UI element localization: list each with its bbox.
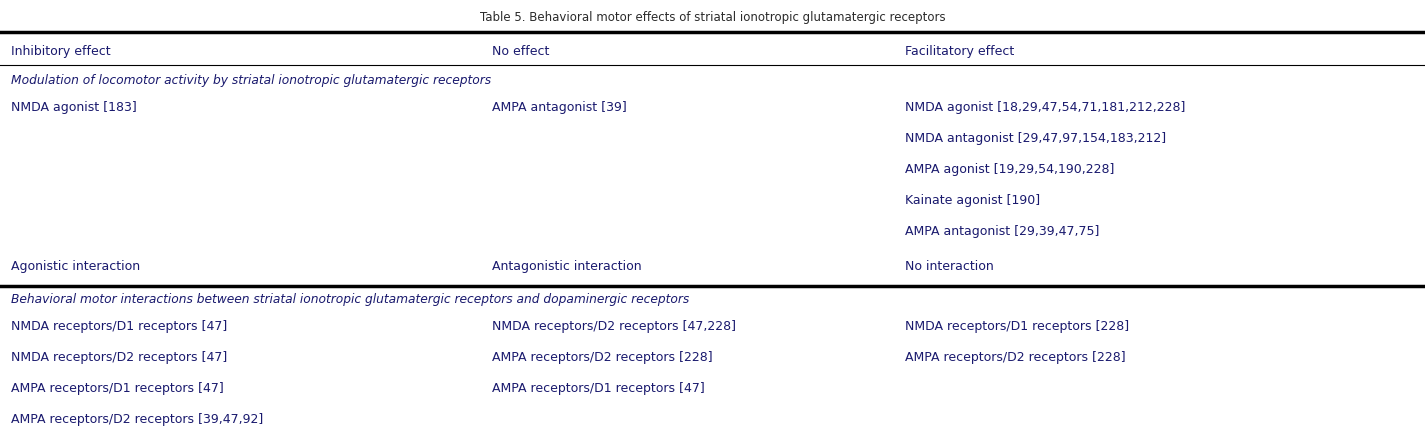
Text: NMDA agonist [18,29,47,54,71,181,212,228]: NMDA agonist [18,29,47,54,71,181,212,228…	[905, 101, 1186, 114]
Text: Facilitatory effect: Facilitatory effect	[905, 45, 1015, 58]
Text: AMPA antagonist [39]: AMPA antagonist [39]	[492, 101, 627, 114]
Text: AMPA receptors/D2 receptors [39,47,92]: AMPA receptors/D2 receptors [39,47,92]	[11, 413, 264, 426]
Text: Inhibitory effect: Inhibitory effect	[11, 45, 111, 58]
Text: NMDA receptors/D2 receptors [47]: NMDA receptors/D2 receptors [47]	[11, 351, 228, 364]
Text: Agonistic interaction: Agonistic interaction	[11, 260, 141, 273]
Text: AMPA agonist [19,29,54,190,228]: AMPA agonist [19,29,54,190,228]	[905, 163, 1114, 176]
Text: NMDA antagonist [29,47,97,154,183,212]: NMDA antagonist [29,47,97,154,183,212]	[905, 132, 1166, 145]
Text: AMPA receptors/D2 receptors [228]: AMPA receptors/D2 receptors [228]	[492, 351, 712, 364]
Text: No interaction: No interaction	[905, 260, 993, 273]
Text: NMDA receptors/D1 receptors [228]: NMDA receptors/D1 receptors [228]	[905, 320, 1129, 333]
Text: NMDA receptors/D1 receptors [47]: NMDA receptors/D1 receptors [47]	[11, 320, 228, 333]
Text: Table 5. Behavioral motor effects of striatal ionotropic glutamatergic receptors: Table 5. Behavioral motor effects of str…	[480, 11, 945, 24]
Text: Antagonistic interaction: Antagonistic interaction	[492, 260, 641, 273]
Text: AMPA receptors/D2 receptors [228]: AMPA receptors/D2 receptors [228]	[905, 351, 1126, 364]
Text: AMPA antagonist [29,39,47,75]: AMPA antagonist [29,39,47,75]	[905, 225, 1099, 238]
Text: AMPA receptors/D1 receptors [47]: AMPA receptors/D1 receptors [47]	[492, 382, 704, 395]
Text: NMDA agonist [183]: NMDA agonist [183]	[11, 101, 137, 114]
Text: NMDA receptors/D2 receptors [47,228]: NMDA receptors/D2 receptors [47,228]	[492, 320, 735, 333]
Text: Modulation of locomotor activity by striatal ionotropic glutamatergic receptors: Modulation of locomotor activity by stri…	[11, 74, 492, 87]
Text: AMPA receptors/D1 receptors [47]: AMPA receptors/D1 receptors [47]	[11, 382, 224, 395]
Text: Behavioral motor interactions between striatal ionotropic glutamatergic receptor: Behavioral motor interactions between st…	[11, 294, 690, 306]
Text: No effect: No effect	[492, 45, 549, 58]
Text: Kainate agonist [190]: Kainate agonist [190]	[905, 194, 1040, 207]
